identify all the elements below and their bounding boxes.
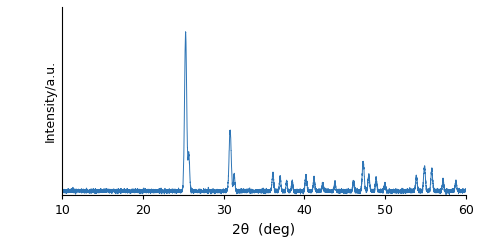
X-axis label: 2θ  (deg): 2θ (deg) [232, 222, 296, 236]
Y-axis label: Intensity/a.u.: Intensity/a.u. [44, 60, 57, 142]
